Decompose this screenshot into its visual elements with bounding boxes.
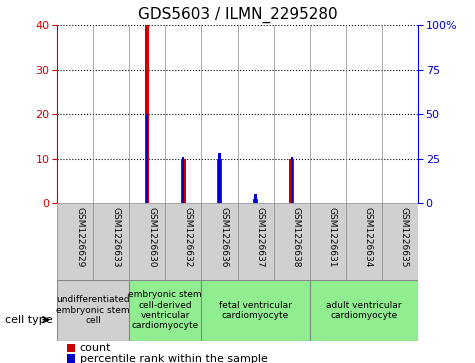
Bar	[182, 157, 184, 203]
Bar	[66, 343, 75, 352]
Text: cell type: cell type	[5, 315, 52, 325]
Text: GSM1226636: GSM1226636	[219, 207, 228, 268]
Text: count: count	[80, 343, 111, 353]
Bar	[218, 154, 220, 203]
Text: GSM1226631: GSM1226631	[328, 207, 337, 268]
Bar	[129, 280, 201, 341]
Title: GDS5603 / ILMN_2295280: GDS5603 / ILMN_2295280	[138, 7, 337, 23]
Text: GSM1226638: GSM1226638	[292, 207, 301, 268]
Bar	[57, 203, 93, 280]
Text: GSM1226637: GSM1226637	[256, 207, 265, 268]
Bar	[57, 280, 129, 341]
Bar	[238, 203, 274, 280]
Bar	[274, 203, 310, 280]
Bar	[129, 203, 165, 280]
Bar	[217, 159, 222, 203]
Bar	[201, 280, 310, 341]
Bar	[201, 203, 238, 280]
Bar	[181, 159, 186, 203]
Bar	[146, 114, 148, 203]
Text: fetal ventricular
cardiomyocyte: fetal ventricular cardiomyocyte	[219, 301, 292, 320]
Bar	[165, 203, 201, 280]
Bar	[253, 199, 258, 203]
Text: GSM1226632: GSM1226632	[183, 207, 192, 268]
Bar	[66, 354, 75, 363]
Text: GSM1226630: GSM1226630	[147, 207, 156, 268]
Bar	[291, 157, 293, 203]
Text: GSM1226634: GSM1226634	[364, 207, 373, 268]
Bar	[93, 203, 129, 280]
Text: GSM1226633: GSM1226633	[111, 207, 120, 268]
Bar	[310, 280, 418, 341]
Text: percentile rank within the sample: percentile rank within the sample	[80, 354, 268, 363]
Text: embryonic stem
cell-derived
ventricular
cardiomyocyte: embryonic stem cell-derived ventricular …	[128, 290, 202, 330]
Text: adult ventricular
cardiomyocyte: adult ventricular cardiomyocyte	[326, 301, 401, 320]
Bar	[310, 203, 346, 280]
Text: GSM1226629: GSM1226629	[75, 207, 84, 268]
Bar	[289, 159, 294, 203]
Bar	[346, 203, 382, 280]
Text: GSM1226635: GSM1226635	[400, 207, 409, 268]
Bar	[255, 195, 256, 203]
Text: undifferentiated
embryonic stem
cell: undifferentiated embryonic stem cell	[56, 295, 130, 325]
Bar	[145, 25, 150, 203]
Bar	[382, 203, 418, 280]
